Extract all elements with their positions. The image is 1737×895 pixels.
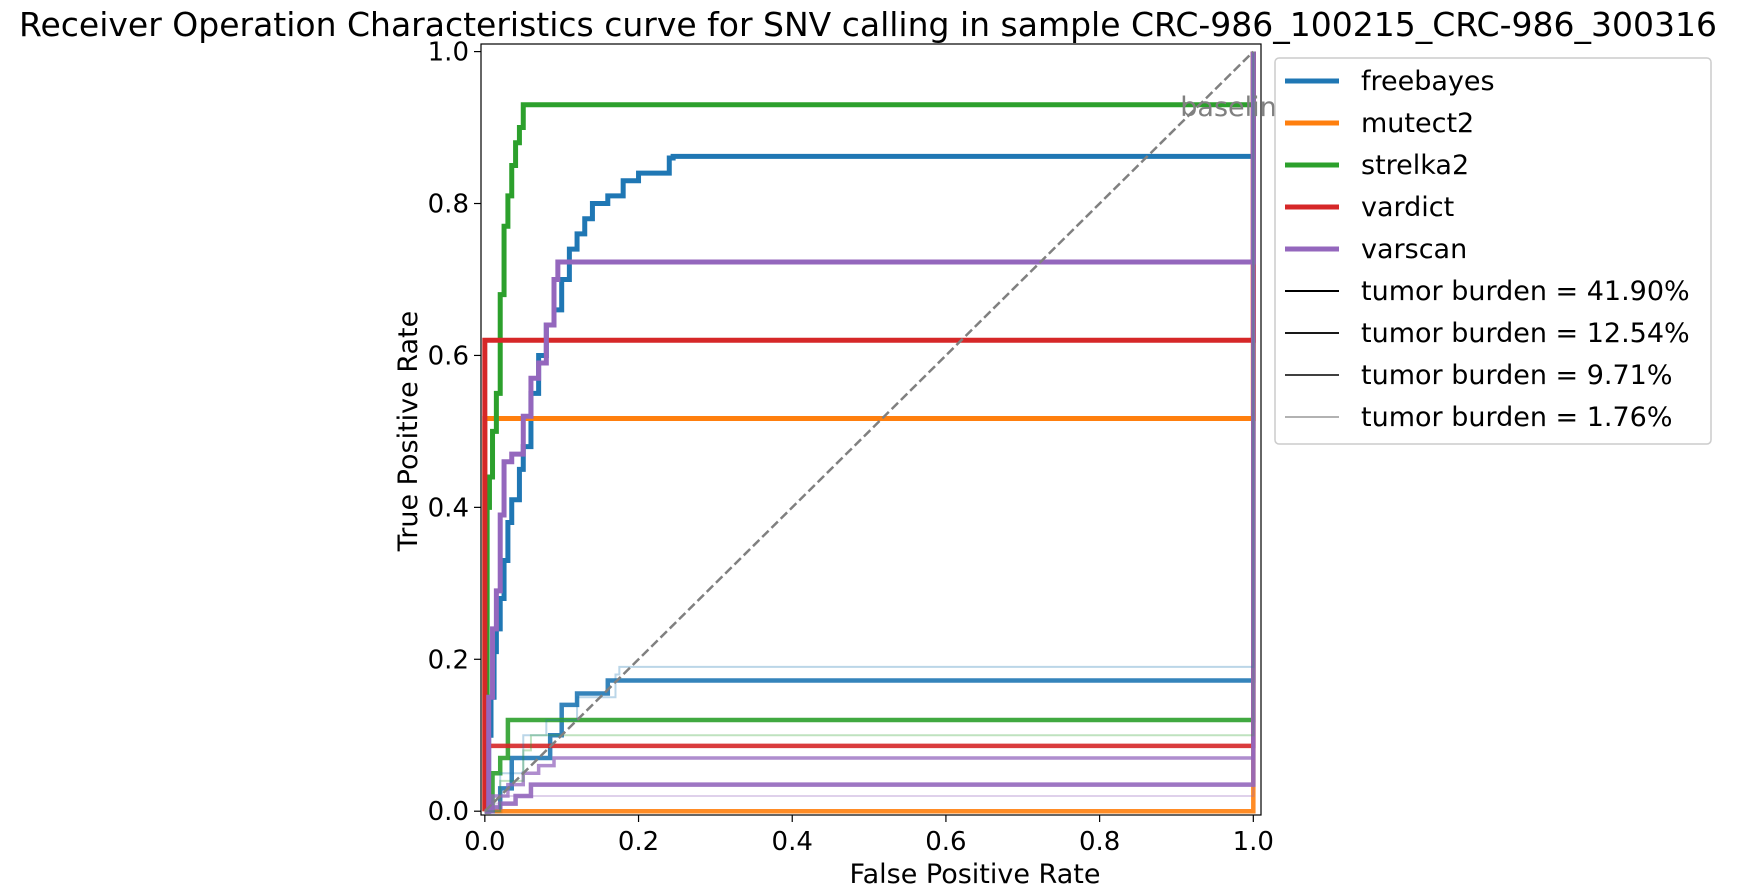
y-tick-label: 0.2 bbox=[428, 645, 469, 675]
y-tick-label: 0.6 bbox=[428, 341, 469, 371]
x-tick-label: 0.0 bbox=[464, 827, 505, 857]
x-axis: 0.0 0.2 0.4 0.6 0.8 1.0 bbox=[464, 815, 1274, 857]
legend-label: freebayes bbox=[1361, 66, 1495, 97]
legend-label: tumor burden = 1.76% bbox=[1361, 402, 1673, 433]
x-tick-label: 0.4 bbox=[772, 827, 813, 857]
legend-item: freebayes bbox=[1285, 66, 1495, 97]
roc-curve-varscan-13 bbox=[484, 51, 1255, 813]
legend-label: tumor burden = 41.90% bbox=[1361, 276, 1690, 307]
roc-curve-freebayes-11 bbox=[484, 51, 1255, 813]
legend-label: vardict bbox=[1361, 192, 1454, 223]
legend-item: tumor burden = 1.76% bbox=[1285, 402, 1673, 433]
y-axis: 0.0 0.2 0.4 0.6 0.8 1.0 bbox=[428, 38, 481, 827]
legend-item: vardict bbox=[1285, 192, 1454, 223]
roc-curve-varscan-8 bbox=[484, 51, 1256, 814]
legend-label: varscan bbox=[1361, 234, 1467, 265]
x-tick-label: 0.8 bbox=[1079, 827, 1120, 857]
legend-label: strelka2 bbox=[1361, 150, 1469, 181]
roc-curve-strelka2-12 bbox=[484, 51, 1255, 813]
roc-curve-strelka2-4 bbox=[484, 51, 1256, 814]
legend-item: mutect2 bbox=[1285, 108, 1474, 139]
legend-item: tumor burden = 9.71% bbox=[1285, 360, 1673, 391]
baseline-line bbox=[483, 50, 1255, 813]
x-tick-label: 0.6 bbox=[925, 827, 966, 857]
y-tick-label: 1.0 bbox=[428, 38, 469, 68]
legend-item: tumor burden = 41.90% bbox=[1285, 276, 1690, 307]
legend-item: varscan bbox=[1285, 234, 1467, 265]
y-tick-label: 0.0 bbox=[428, 797, 469, 827]
x-tick-label: 1.0 bbox=[1233, 827, 1274, 857]
series-layer bbox=[482, 51, 1256, 814]
y-tick-label: 0.4 bbox=[428, 493, 469, 523]
legend-items: freebayes mutect2 strelka2 vardict varscan tu… bbox=[1285, 66, 1690, 433]
legend-label: tumor burden = 9.71% bbox=[1361, 360, 1673, 391]
x-tick-label: 0.2 bbox=[618, 827, 659, 857]
legend-label: mutect2 bbox=[1361, 108, 1474, 139]
legend-box bbox=[1274, 57, 1712, 445]
plot-area: baseline bbox=[480, 43, 1293, 816]
y-tick-label: 0.8 bbox=[428, 190, 469, 220]
chart-title: Receiver Operation Characteristics curve… bbox=[19, 5, 1717, 44]
legend-item: strelka2 bbox=[1285, 150, 1469, 181]
plot-frame bbox=[480, 43, 1262, 816]
legend-label: tumor burden = 12.54% bbox=[1361, 318, 1690, 349]
y-axis-label: True Positive Rate bbox=[393, 311, 424, 553]
x-axis-label: False Positive Rate bbox=[850, 859, 1101, 890]
legend: freebayes mutect2 strelka2 vardict varscan tu… bbox=[1274, 57, 1712, 445]
legend-item: tumor burden = 12.54% bbox=[1285, 318, 1690, 349]
